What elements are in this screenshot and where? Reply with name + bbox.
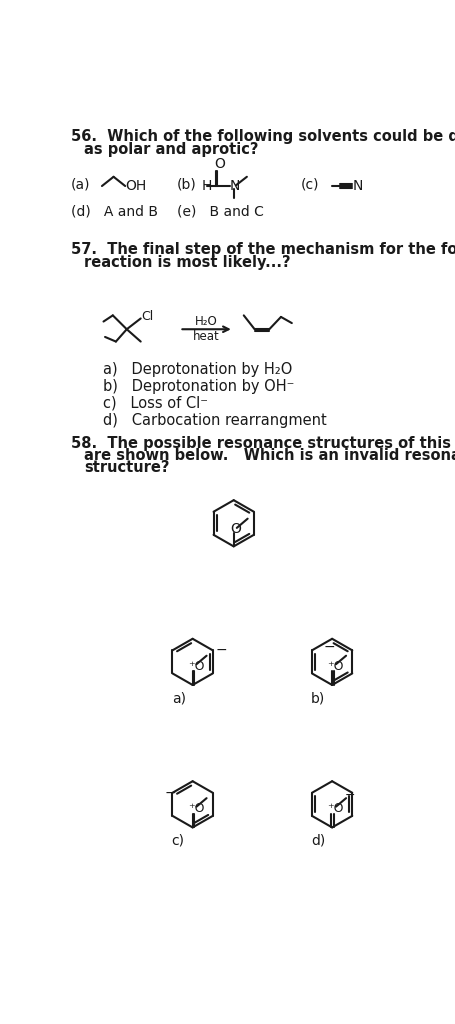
Text: d): d) xyxy=(310,834,325,848)
Text: are shown below.   Which is an invalid resonance: are shown below. Which is an invalid res… xyxy=(84,449,455,463)
Text: ⁺O: ⁺O xyxy=(327,660,343,673)
Text: 58.  The possible resonance structures of this compound: 58. The possible resonance structures of… xyxy=(71,435,455,451)
Text: OH: OH xyxy=(125,179,146,193)
Text: ⁺O: ⁺O xyxy=(187,803,204,815)
Text: (d)   A and B: (d) A and B xyxy=(71,205,157,218)
Text: H: H xyxy=(201,179,211,193)
Text: −: − xyxy=(164,785,176,800)
Text: O: O xyxy=(214,158,225,171)
Text: −: − xyxy=(344,788,354,802)
Text: c): c) xyxy=(172,834,184,848)
Text: heat: heat xyxy=(193,331,219,343)
Text: b): b) xyxy=(310,692,325,706)
Text: H₂O: H₂O xyxy=(195,315,217,328)
Text: Cl: Cl xyxy=(141,310,153,324)
Text: (a): (a) xyxy=(71,177,90,191)
Text: ⁺O: ⁺O xyxy=(327,803,343,815)
Text: reaction is most likely...?: reaction is most likely...? xyxy=(84,255,290,269)
Text: d)   Carbocation rearrangment: d) Carbocation rearrangment xyxy=(103,413,327,428)
Text: 56.  Which of the following solvents could be described: 56. Which of the following solvents coul… xyxy=(71,129,455,144)
Text: (e)   B and C: (e) B and C xyxy=(177,205,263,218)
Text: as polar and aprotic?: as polar and aprotic? xyxy=(84,141,258,157)
Text: a): a) xyxy=(172,692,185,706)
Text: −: − xyxy=(215,643,226,657)
Text: ⁺O: ⁺O xyxy=(187,660,204,673)
Text: (c): (c) xyxy=(300,177,319,191)
Text: N: N xyxy=(352,179,363,193)
Text: b)   Deprotonation by OH⁻: b) Deprotonation by OH⁻ xyxy=(103,379,294,393)
Text: 57.  The final step of the mechanism for the following: 57. The final step of the mechanism for … xyxy=(71,243,455,257)
Text: O: O xyxy=(230,522,241,537)
Text: −: − xyxy=(323,639,335,653)
Text: (b): (b) xyxy=(177,177,197,191)
Text: structure?: structure? xyxy=(84,461,169,475)
Text: c)   Loss of Cl⁻: c) Loss of Cl⁻ xyxy=(103,395,208,411)
Text: N: N xyxy=(229,179,240,193)
Text: a)   Deprotonation by H₂O: a) Deprotonation by H₂O xyxy=(103,361,292,377)
